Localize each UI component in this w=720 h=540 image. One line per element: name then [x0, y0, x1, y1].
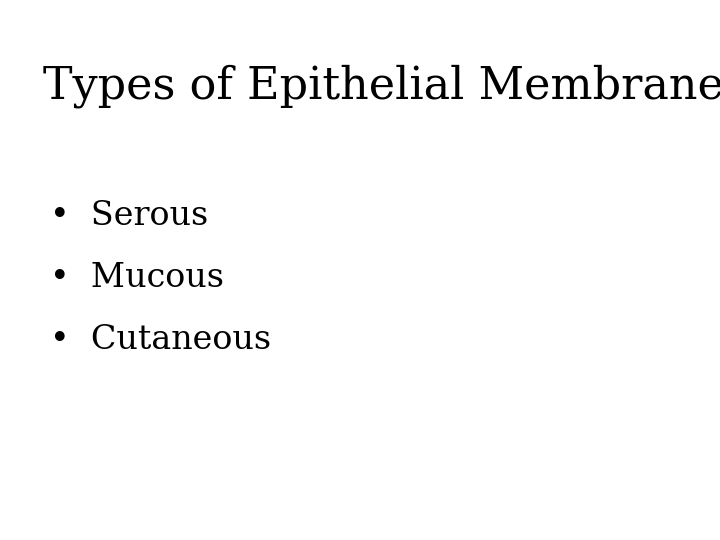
Text: •  Cutaneous: • Cutaneous: [50, 324, 271, 356]
Text: •  Mucous: • Mucous: [50, 262, 225, 294]
Text: Types of Epithelial Membranes: Types of Epithelial Membranes: [43, 65, 720, 109]
Text: •  Serous: • Serous: [50, 200, 209, 232]
